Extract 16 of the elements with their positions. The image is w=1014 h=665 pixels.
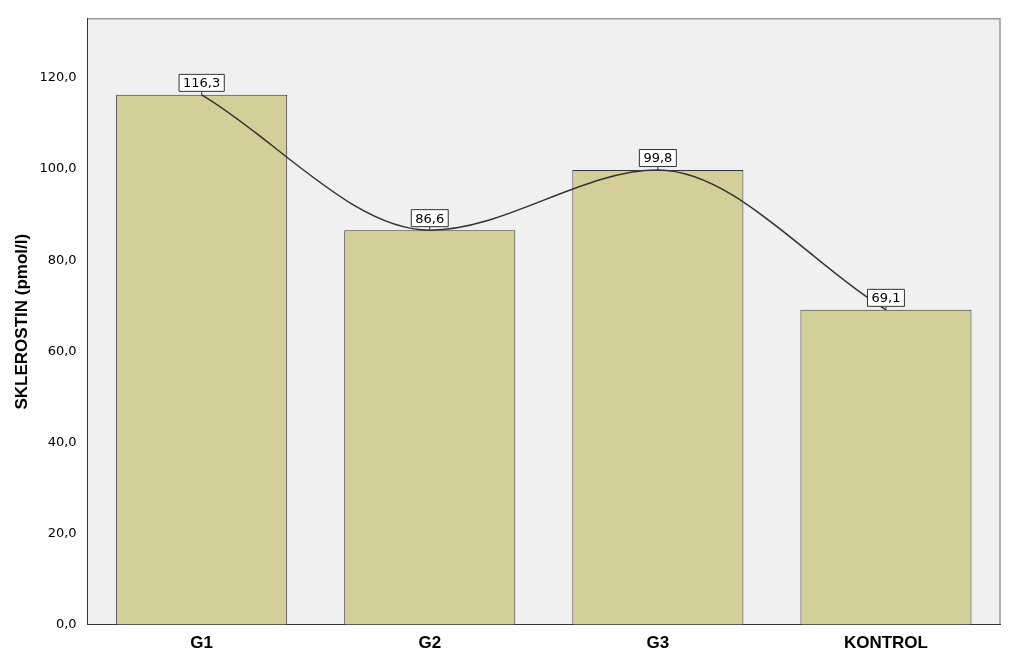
y-tick-label: 40,0 [47,433,77,449]
data-label: 86,6 [415,210,445,226]
y-axis-title: SKLEROSTIN (pmol/l) [11,233,31,410]
data-label: 99,8 [643,150,673,166]
data-label: 116,3 [183,75,221,91]
y-tick-label: 0,0 [55,615,77,631]
y-tick-label: 80,0 [47,251,77,267]
x-tick-label: G2 [418,633,442,653]
x-tick-label: G3 [646,633,670,653]
x-tick-label: KONTROL [843,633,928,653]
y-tick-label: 20,0 [47,524,77,540]
y-tick-label: 60,0 [47,342,77,358]
x-tick-label: G1 [190,633,214,653]
y-tick-label: 120,0 [39,69,77,85]
y-tick-label: 100,0 [39,160,77,176]
data-label: 69,1 [871,290,901,306]
